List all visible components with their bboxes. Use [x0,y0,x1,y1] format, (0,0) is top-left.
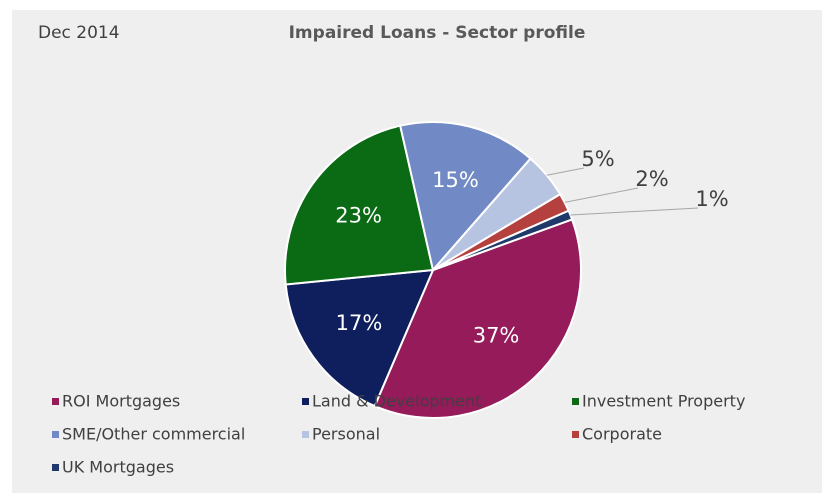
leader-line [570,207,699,216]
legend-swatch [302,398,309,405]
data-label: 5% [581,147,614,171]
legend-label: Investment Property [582,392,745,411]
pie-slice [373,218,582,419]
pie-slice [399,121,532,273]
legend-swatch [52,398,59,405]
leader-line [564,187,639,203]
legend-swatch [52,464,59,471]
legend-swatch [302,431,309,438]
legend-swatch [52,431,59,438]
data-label: 15% [432,168,479,192]
data-label: 37% [473,324,520,348]
data-label: 17% [336,311,383,335]
legend-label: Corporate [582,425,662,444]
legend-swatch [572,431,579,438]
data-label: 2% [635,167,668,191]
legend-label: ROI Mortgages [62,392,180,411]
data-label: 23% [335,203,382,227]
chart-title: Impaired Loans - Sector profile [289,23,586,43]
legend-label: UK Mortgages [62,458,174,477]
legend-swatch [572,398,579,405]
leader-line [546,167,585,176]
chart-subtitle: Dec 2014 [38,23,120,43]
data-label: 1% [695,187,728,211]
pie-slice [284,124,435,286]
legend-label: Land & Development [312,392,481,411]
pie-slice [284,268,435,408]
legend-label: SME/Other commercial [62,425,245,444]
legend-label: Personal [312,425,380,444]
